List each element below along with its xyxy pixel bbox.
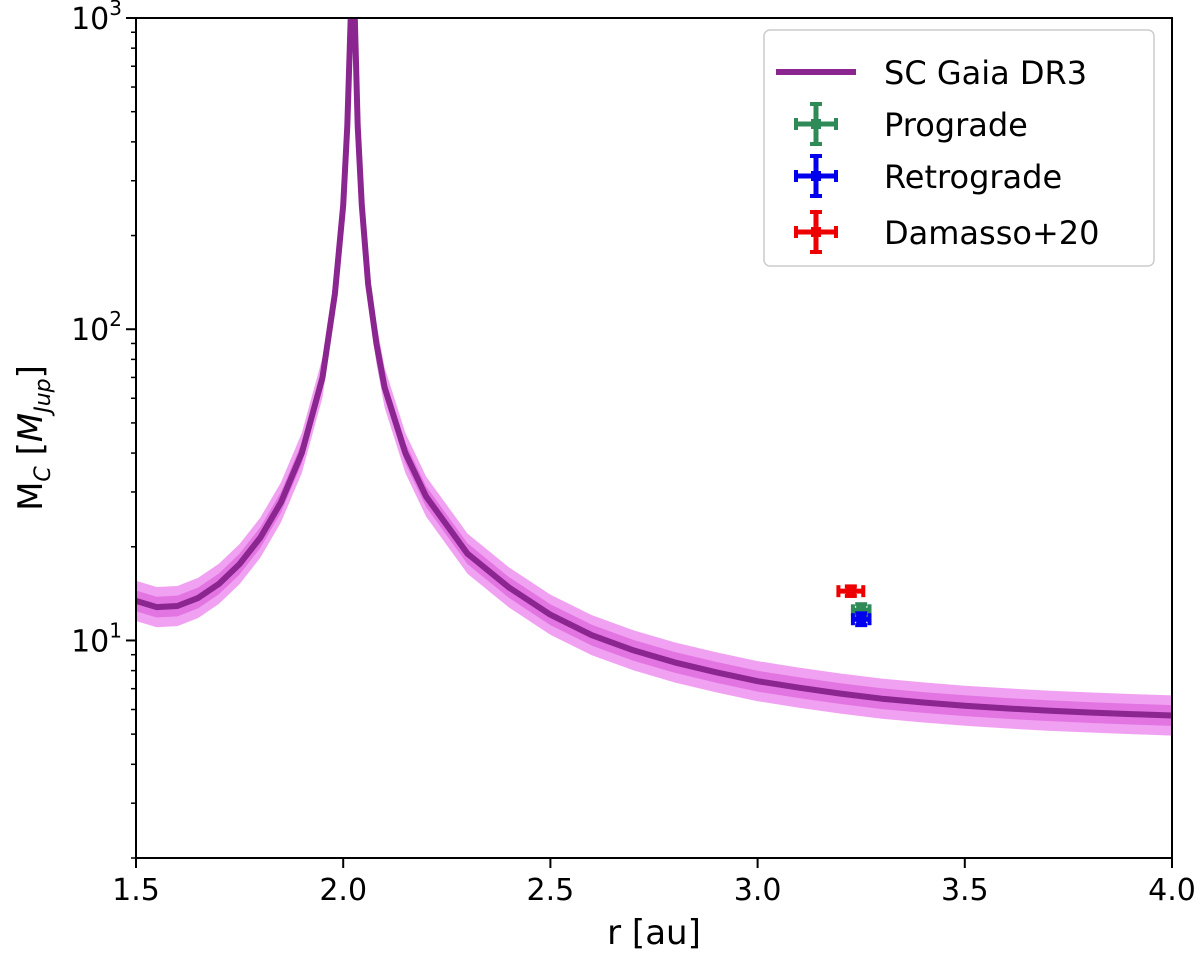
marker	[856, 614, 867, 625]
y-axis-label: MC [MJup]	[11, 365, 56, 511]
axes-frame	[135, 17, 1173, 859]
y-tick-label: 101	[71, 618, 122, 659]
y-label-sub: C	[31, 466, 56, 482]
x-axis-ticks: 1.5 2.0 2.5 3.0 3.5 4.0	[112, 858, 1196, 908]
legend-box	[763, 29, 1155, 267]
plot-area	[136, 18, 1172, 736]
y-axis-ticks: 101 102 103	[71, 0, 136, 859]
legend: SC Gaia DR3 Prograde Retrograde Damasso+…	[763, 29, 1155, 267]
x-tick-label: 1.5	[112, 873, 160, 908]
marker	[856, 605, 867, 616]
sc-gaia-dr3-curve	[136, 18, 1172, 719]
y-label-main: M	[11, 482, 51, 511]
legend-label-retrograde: Retrograde	[884, 158, 1062, 196]
x-tick-label: 2.5	[527, 873, 575, 908]
data-points	[836, 584, 872, 628]
point-damasso-20	[836, 584, 866, 598]
legend-label-sc-gaia: SC Gaia DR3	[884, 54, 1087, 92]
legend-marker-retrograde	[794, 154, 838, 198]
point-retrograde	[850, 611, 872, 628]
x-tick-label: 2.0	[319, 873, 367, 908]
legend-marker-prograde	[794, 102, 838, 146]
legend-marker-damasso-20	[794, 210, 838, 254]
legend-label-prograde: Prograde	[884, 106, 1028, 144]
x-axis-label: r [au]	[607, 913, 701, 953]
marker	[811, 171, 821, 181]
y-tick-label: 103	[71, 0, 122, 37]
marker	[845, 586, 856, 597]
legend-label-damasso: Damasso+20	[884, 214, 1099, 252]
x-tick-label: 3.5	[941, 873, 989, 908]
y-tick-label: 102	[71, 307, 122, 348]
x-tick-label: 3.0	[734, 873, 782, 908]
x-tick-label: 4.0	[1148, 873, 1196, 908]
y-label-unit-main: M	[11, 413, 51, 442]
marker	[811, 227, 821, 237]
y-label-unit-sub: Jup	[31, 378, 56, 416]
marker	[811, 119, 821, 129]
legend-markers	[794, 102, 838, 254]
